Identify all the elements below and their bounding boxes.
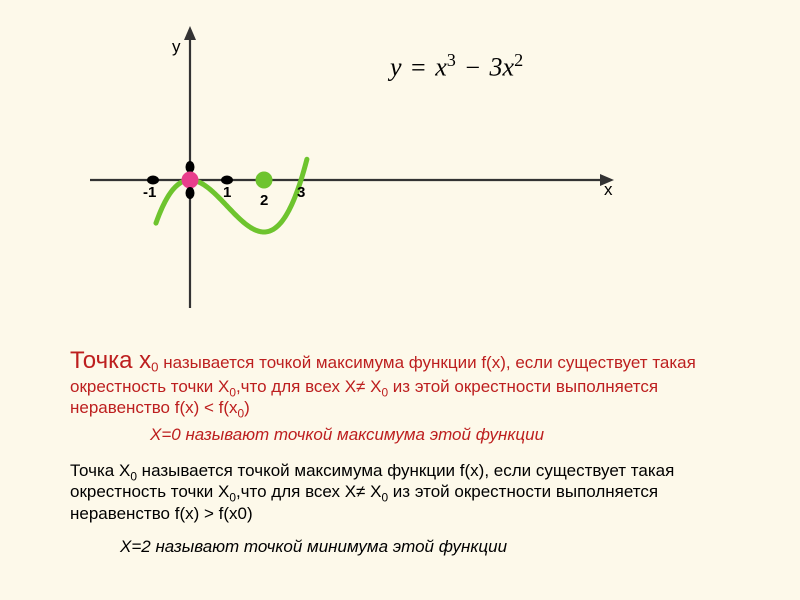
definition-maximum: Точка х0 называется точкой максимума фун… (70, 346, 730, 419)
svg-text:1: 1 (223, 184, 231, 201)
label-maximum-point: Х=0 называют точкой максимума этой функц… (150, 424, 710, 445)
definition-minimum: Точка Х0 называется точкой максимума фун… (70, 460, 730, 524)
svg-text:0: 0 (186, 184, 194, 201)
svg-text:3: 3 (297, 184, 305, 201)
slide-stage: у х -1 0 1 2 3 y = x3 − 3x2 Точка х0 называетс… (0, 0, 800, 600)
svg-text:-1: -1 (143, 184, 156, 201)
svg-text:2: 2 (260, 192, 268, 209)
svg-text:у: у (172, 37, 181, 56)
label-minimum-point: Х=2 называют точкой минимума этой функци… (120, 536, 740, 557)
function-formula: y = x3 − 3x2 (390, 50, 523, 83)
svg-text:х: х (604, 180, 613, 199)
